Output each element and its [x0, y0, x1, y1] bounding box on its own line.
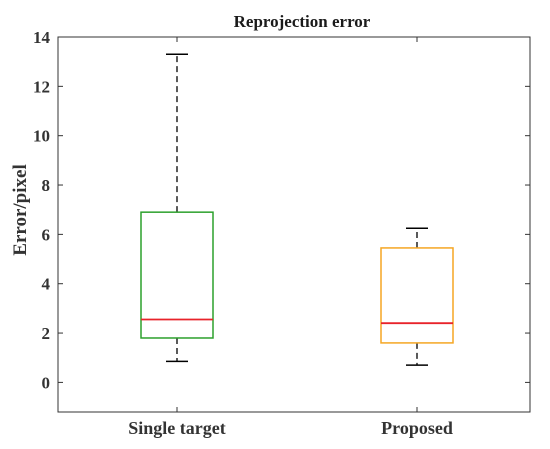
y-tick-label: 0 — [42, 373, 51, 392]
box-single-target — [140, 53, 214, 363]
y-axis-label: Error/pixel — [10, 164, 31, 255]
x-category-label: Proposed — [381, 418, 453, 438]
box-series — [140, 53, 454, 366]
box-proposed — [380, 227, 454, 366]
y-tick-label: 2 — [42, 324, 51, 343]
y-tick-label: 12 — [33, 77, 50, 96]
y-tick-label: 6 — [42, 225, 51, 244]
y-tick-label: 10 — [33, 127, 50, 146]
y-tick-label: 8 — [42, 176, 51, 195]
y-tick-label: 14 — [33, 28, 51, 47]
plot-area — [57, 36, 531, 413]
chart-title: Reprojection error — [234, 12, 371, 31]
x-category-label: Single target — [128, 418, 225, 438]
iqr-box — [140, 211, 214, 339]
y-tick-label: 4 — [42, 275, 51, 294]
iqr-box — [380, 247, 454, 344]
y-axis: 0 2 4 6 8 10 12 14 — [33, 28, 530, 392]
x-axis: Single target Proposed — [128, 37, 453, 438]
